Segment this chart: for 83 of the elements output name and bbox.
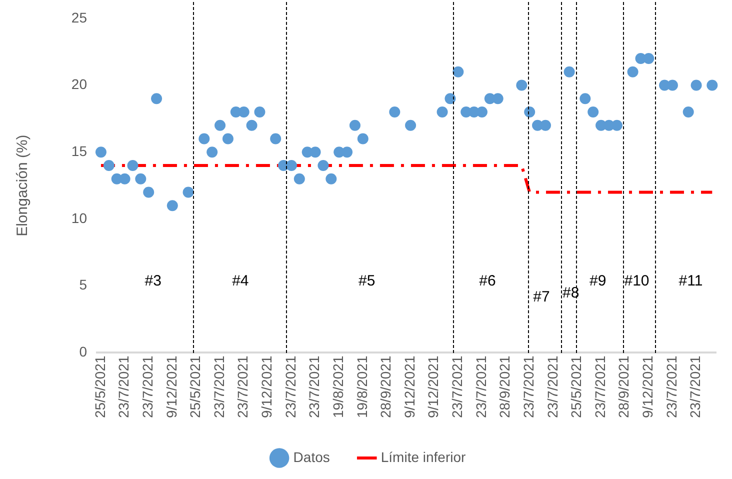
point [310,146,321,158]
point [198,133,210,144]
point [516,80,528,91]
x-tick-label: 23/7/2021 [663,356,680,418]
y-tick-label: 10 [71,210,88,226]
point [135,173,146,184]
point [127,160,138,171]
x-tick-label: 23/7/2021 [592,356,608,418]
point [222,133,234,144]
point [254,106,266,118]
x-tick-label: 9/12/2021 [401,356,418,418]
point [524,106,536,118]
point [690,80,702,91]
point [682,106,694,118]
x-tick-label: 23/7/2021 [687,356,704,418]
point [436,106,448,118]
annotation: #5 [358,272,376,289]
x-tick-label: 23/7/2021 [520,356,536,418]
point [294,173,305,184]
annotation: #9 [590,272,606,289]
x-tick-label: 9/12/2021 [425,356,442,418]
x-tick-label: 19/8/2021 [354,356,370,418]
y-tick-label: 25 [71,9,88,26]
x-tick-label: 23/7/2021 [234,356,251,418]
annotation: #11 [678,272,703,289]
x-tick-label: 23/7/2021 [139,356,156,418]
point [238,106,250,118]
y-tick-label: 15 [71,142,88,159]
x-tick-label: 23/7/2021 [282,356,298,418]
point [326,173,337,184]
point [95,146,106,158]
point [389,106,400,118]
point [318,160,329,171]
annotation: #4 [232,272,249,289]
point [588,106,599,118]
point [643,53,654,64]
point [270,133,282,144]
point [206,146,218,158]
annotation: #6 [479,272,496,289]
point [627,66,638,78]
y-tick-label: 20 [71,76,88,92]
x-tick-label: 23/7/2021 [306,356,322,418]
point [342,146,353,158]
point [706,80,718,91]
y-tick-label: 0 [79,344,88,360]
x-tick-label: 23/7/2021 [210,356,227,418]
point [492,93,504,104]
x-tick-label: 23/7/2021 [544,356,560,418]
x-tick-label: 28/9/2021 [378,356,394,418]
y-tick-label: 5 [79,276,88,293]
point [246,120,258,131]
x-tick-label: 25/5/2021 [187,356,204,418]
annotation: #7 [533,288,550,306]
point [564,66,575,78]
x-tick-label: 23/7/2021 [449,356,466,418]
point [151,93,162,104]
point [119,173,130,184]
legend-label: Límite inferior [380,448,466,465]
x-tick-label: 28/9/2021 [616,356,632,418]
point [452,66,464,78]
x-tick-label: 9/12/2021 [640,356,656,418]
x-tick-label: 9/12/2021 [163,356,180,418]
x-tick-label: 23/7/2021 [116,356,132,418]
x-tick-label: 25/5/2021 [568,356,584,418]
y-axis-title: Elongación (%) [14,134,32,236]
annotation: #10 [624,272,650,289]
point [214,120,226,131]
x-tick-label: 28/9/2021 [496,356,513,418]
annotation: #3 [144,272,162,289]
point [182,186,194,198]
x-tick-label: 9/12/2021 [258,356,275,418]
point [444,93,456,104]
x-tick-label: 23/7/2021 [472,356,489,418]
x-tick-label: 25/5/2021 [92,356,108,418]
point [143,186,154,198]
point [405,120,416,131]
legend-label: Datos [293,448,330,465]
x-tick-label: 19/8/2021 [330,356,346,418]
point [349,120,360,131]
point [357,133,368,144]
point [103,160,114,171]
point [580,93,591,104]
point [166,200,178,212]
